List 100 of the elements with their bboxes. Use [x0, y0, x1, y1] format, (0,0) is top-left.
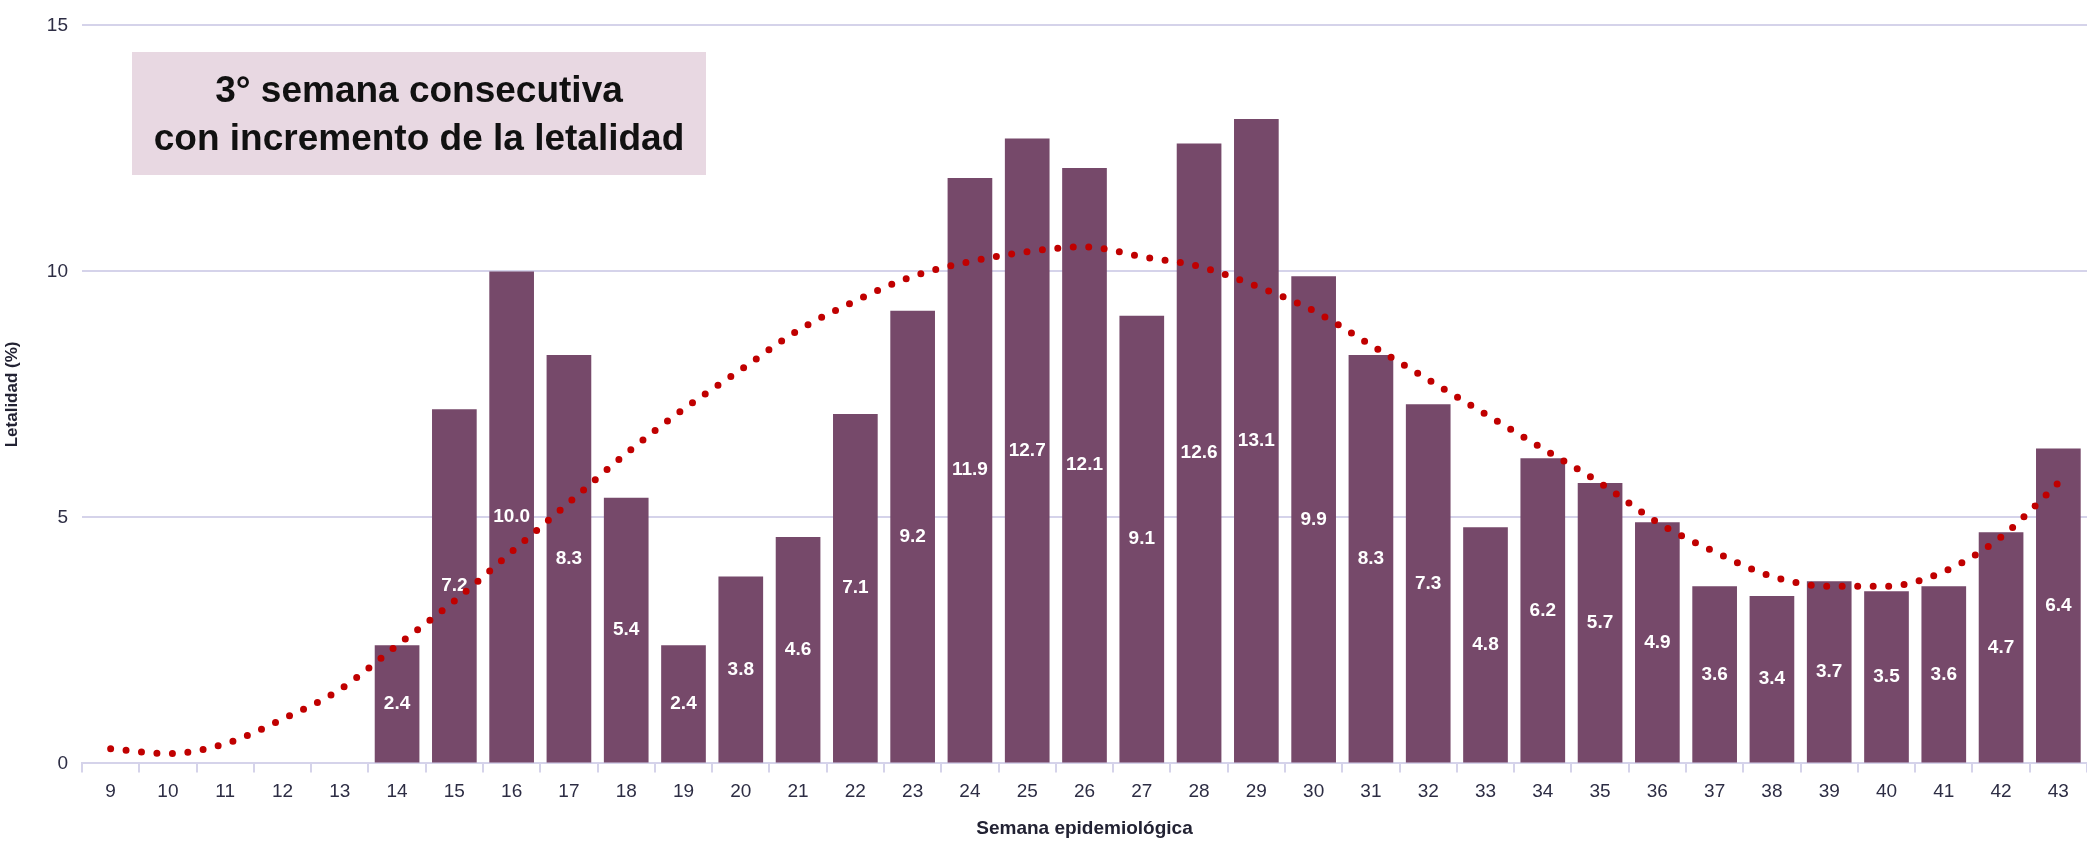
x-tick-label: 35 — [1589, 780, 1611, 802]
x-tick-label: 21 — [787, 780, 809, 802]
data-label: 3.7 — [1816, 660, 1843, 682]
bar — [432, 409, 477, 763]
x-tick-label: 32 — [1417, 780, 1439, 802]
data-label: 3.5 — [1873, 665, 1901, 687]
bar — [1520, 458, 1566, 763]
y-tick-label: 0 — [57, 751, 68, 773]
data-label: 6.4 — [2045, 593, 2072, 615]
bar — [489, 271, 534, 763]
x-tick-label: 31 — [1360, 780, 1382, 802]
data-label: 7.3 — [1415, 571, 1442, 593]
bar — [2036, 448, 2081, 763]
x-tick-label: 27 — [1131, 780, 1153, 802]
x-axis-title: Semana epidemiológica — [976, 816, 1194, 838]
bar — [1806, 581, 1852, 763]
y-tick-label: 5 — [57, 505, 68, 527]
data-label: 2.4 — [670, 692, 698, 714]
bar — [1291, 276, 1336, 763]
bar — [1749, 596, 1795, 763]
bar — [603, 497, 649, 763]
x-tick-label: 43 — [2047, 780, 2069, 802]
x-tick-label: 13 — [329, 780, 351, 802]
bar — [374, 645, 420, 763]
x-tick-label: 15 — [443, 780, 465, 802]
x-tick-label: 22 — [844, 780, 866, 802]
bar — [1577, 482, 1623, 763]
x-tick-label: 11 — [215, 780, 236, 802]
bar — [1463, 527, 1508, 763]
x-tick-label: 16 — [501, 780, 523, 802]
data-label: 5.7 — [1586, 610, 1614, 632]
x-tick-label: 30 — [1303, 780, 1325, 802]
bar — [947, 177, 993, 763]
x-tick-label: 17 — [558, 780, 580, 802]
x-tick-label: 25 — [1016, 780, 1038, 802]
x-tick-label: 10 — [157, 780, 179, 802]
data-label: 12.7 — [1008, 438, 1046, 460]
data-label: 4.7 — [1987, 635, 2015, 657]
data-label: 3.8 — [727, 657, 754, 679]
x-tick-label: 41 — [1933, 780, 1955, 802]
x-tick-label: 12 — [271, 780, 294, 802]
data-label: 9.1 — [1128, 527, 1156, 549]
x-tick-label: 19 — [672, 780, 695, 802]
data-label: 3.4 — [1758, 667, 1786, 689]
x-tick-label: 9 — [105, 780, 116, 802]
x-tick-label: 36 — [1646, 780, 1668, 802]
annotation: 3° semana consecutiva con incremento de la letalidad — [153, 68, 685, 160]
data-label: 4.6 — [784, 637, 812, 659]
bar — [718, 576, 764, 763]
x-tick-label: 23 — [902, 780, 924, 802]
bar — [1119, 315, 1165, 763]
data-label: 7.1 — [842, 576, 869, 598]
x-tick-label: 18 — [615, 780, 637, 802]
x-tick-label: 37 — [1704, 780, 1726, 802]
bar — [1062, 168, 1107, 763]
data-label: 3.6 — [1930, 662, 1957, 684]
data-label: 12.6 — [1180, 441, 1218, 463]
bar — [1864, 591, 1909, 763]
data-label: 10.0 — [493, 505, 531, 527]
bar — [1348, 355, 1394, 763]
x-tick-label: 34 — [1532, 780, 1554, 802]
bar — [1405, 404, 1451, 763]
x-tick-label: 28 — [1188, 780, 1210, 802]
data-label: 5.4 — [613, 618, 640, 640]
data-label: 4.8 — [1472, 633, 1499, 655]
bar — [1234, 118, 1279, 763]
data-label: 8.3 — [555, 546, 583, 568]
y-tick-label: 15 — [46, 13, 68, 35]
data-label: 2.4 — [383, 692, 411, 714]
x-tick-label: 38 — [1761, 780, 1783, 802]
x-tick-label: 40 — [1875, 780, 1898, 802]
data-label: 6.2 — [1529, 598, 1556, 620]
data-label: 13.1 — [1237, 428, 1276, 450]
y-tick-label: 10 — [46, 259, 68, 281]
bar — [833, 414, 878, 763]
bar — [1978, 532, 2024, 763]
bar — [1176, 143, 1222, 763]
bar — [661, 645, 706, 763]
data-label: 11.9 — [951, 458, 988, 480]
data-label: 12.1 — [1066, 453, 1104, 475]
bar — [1921, 586, 1967, 763]
data-label: 9.2 — [899, 524, 926, 546]
bar — [775, 537, 821, 763]
y-axis-title: Letalidad (%) — [1, 341, 21, 448]
bar — [890, 310, 935, 763]
data-label: 4.9 — [1644, 630, 1671, 652]
bar — [1692, 586, 1737, 763]
data-label: 8.3 — [1357, 546, 1385, 568]
bar — [1635, 522, 1680, 763]
x-tick-label: 42 — [1990, 780, 2012, 802]
x-tick-label: 39 — [1818, 780, 1840, 802]
bar — [1004, 138, 1050, 763]
x-tick-label: 20 — [730, 780, 752, 802]
x-tick-label: 29 — [1245, 780, 1267, 802]
x-tick-label: 24 — [959, 780, 981, 802]
data-label: 3.6 — [1701, 662, 1728, 684]
bar — [546, 355, 592, 763]
data-label: 9.9 — [1300, 507, 1327, 529]
x-tick-label: 14 — [386, 780, 409, 802]
x-tick-label: 26 — [1073, 780, 1096, 802]
